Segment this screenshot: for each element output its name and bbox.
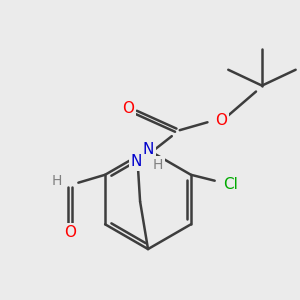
Text: O: O (215, 113, 227, 128)
Text: O: O (122, 101, 134, 116)
Text: N: N (142, 142, 154, 158)
Text: Cl: Cl (223, 177, 238, 192)
Text: N: N (130, 154, 142, 169)
Text: O: O (64, 225, 76, 240)
Text: H: H (153, 158, 163, 172)
Text: H: H (51, 174, 62, 188)
